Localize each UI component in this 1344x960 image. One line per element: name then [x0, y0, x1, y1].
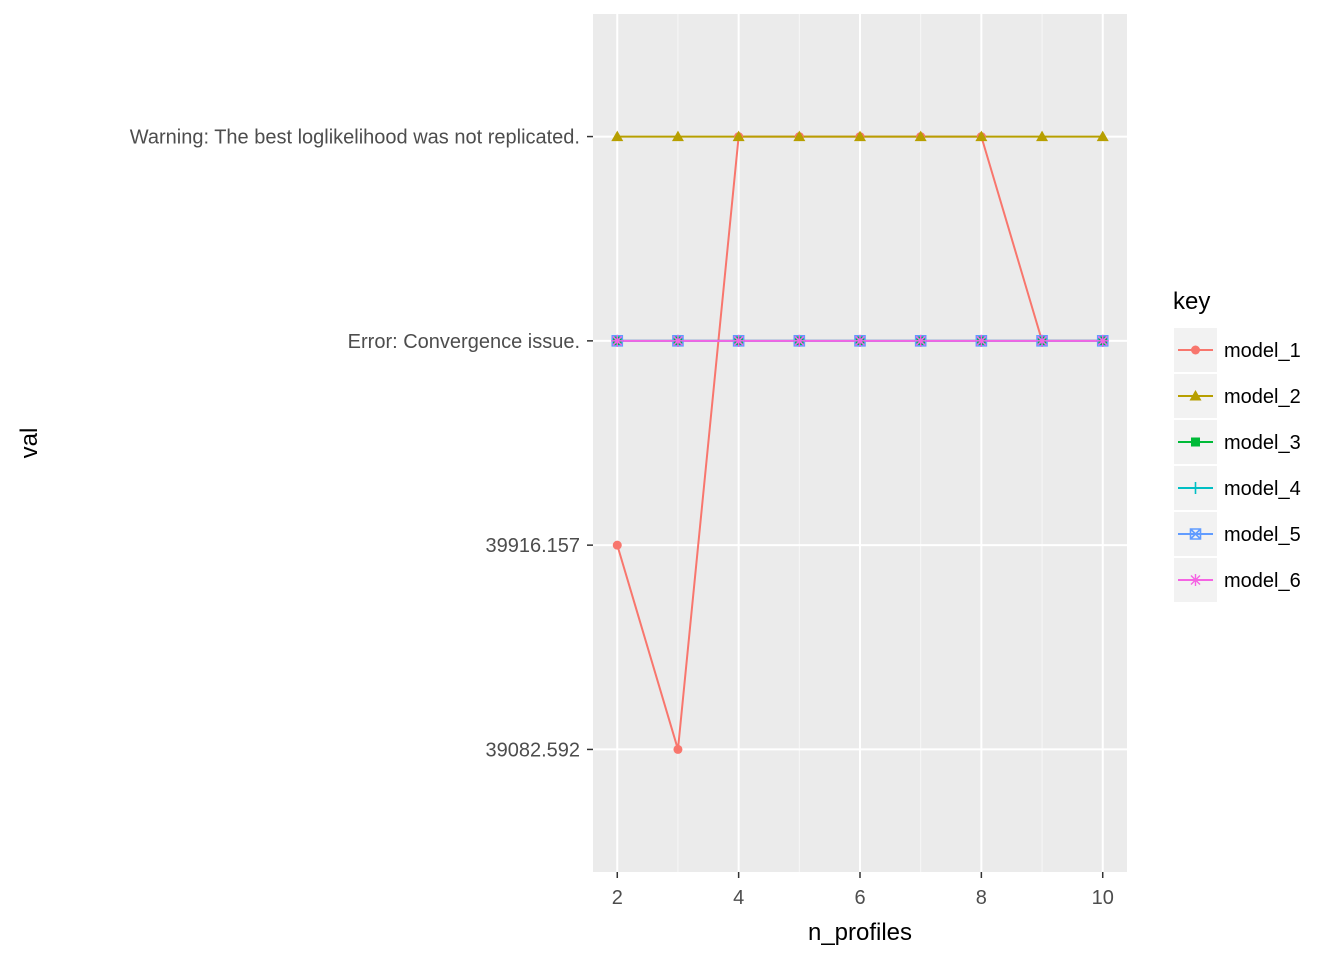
- data-point-model_2: [854, 130, 866, 142]
- legend-label-model_4: model_4: [1224, 478, 1301, 500]
- legend-label-model_6: model_6: [1224, 570, 1301, 592]
- x-tick-label: 4: [733, 887, 744, 909]
- data-point-model_2: [732, 130, 745, 142]
- x-tick-label: 6: [854, 887, 865, 909]
- y-tick-label: Error: Convergence issue.: [348, 331, 580, 353]
- legend-marker-model_6: [1189, 574, 1202, 586]
- y-tick-label: Warning: The best loglikelihood was not …: [130, 127, 580, 149]
- legend: key model_1 model_2 model_3 model_4 model_5m…: [1173, 288, 1301, 602]
- data-point-model_2: [1096, 130, 1109, 142]
- data-point-model_2: [793, 130, 806, 142]
- data-point-model_1: [673, 744, 683, 754]
- data-point-model_2: [1036, 130, 1049, 142]
- major-gridlines: [593, 14, 1127, 872]
- data-point-model_6: [1096, 334, 1109, 347]
- data-point-model_2: [671, 130, 684, 142]
- data-point-model_6: [854, 334, 866, 347]
- data-point-model_2: [975, 130, 988, 142]
- x-tick-label: 8: [976, 887, 987, 909]
- legend-marker-model_3: [1191, 437, 1200, 447]
- x-tick-label: 10: [1092, 887, 1114, 909]
- legend-marker-model_4: [1189, 482, 1202, 494]
- data-point-model_1: [612, 540, 622, 550]
- legend-title: key: [1173, 288, 1210, 315]
- y-tick-label: 39916.157: [485, 535, 580, 557]
- y-axis-title: val: [16, 428, 43, 459]
- legend-label-model_5: model_5: [1224, 524, 1301, 546]
- data-point-model_2: [611, 130, 624, 142]
- y-tick-label: 39082.592: [485, 739, 580, 761]
- legend-marker-model_1: [1191, 345, 1200, 355]
- legend-label-model_1: model_1: [1224, 340, 1301, 362]
- data-point-model_6: [914, 334, 927, 347]
- x-axis-title: n_profiles: [808, 919, 912, 946]
- data-point-model_2: [914, 130, 927, 142]
- legend-marker-model_5: [1189, 528, 1202, 540]
- series-markers: [611, 130, 1109, 754]
- legend-label-model_2: model_2: [1224, 386, 1301, 408]
- data-point-model_6: [793, 334, 806, 347]
- legend-marker-model_2: [1189, 390, 1202, 401]
- data-point-model_6: [611, 334, 624, 347]
- data-point-model_6: [975, 334, 988, 347]
- legend-label-model_3: model_3: [1224, 432, 1301, 454]
- y-axis: 39082.592 39916.157 Error: Convergence iss…: [130, 127, 593, 761]
- data-point-model_6: [671, 334, 684, 347]
- data-point-model_6: [732, 334, 745, 347]
- x-axis: 2 4 6 8 10: [612, 872, 1114, 909]
- x-tick-label: 2: [612, 887, 623, 909]
- minor-gridlines: [677, 14, 1043, 872]
- data-point-model_6: [1036, 334, 1049, 347]
